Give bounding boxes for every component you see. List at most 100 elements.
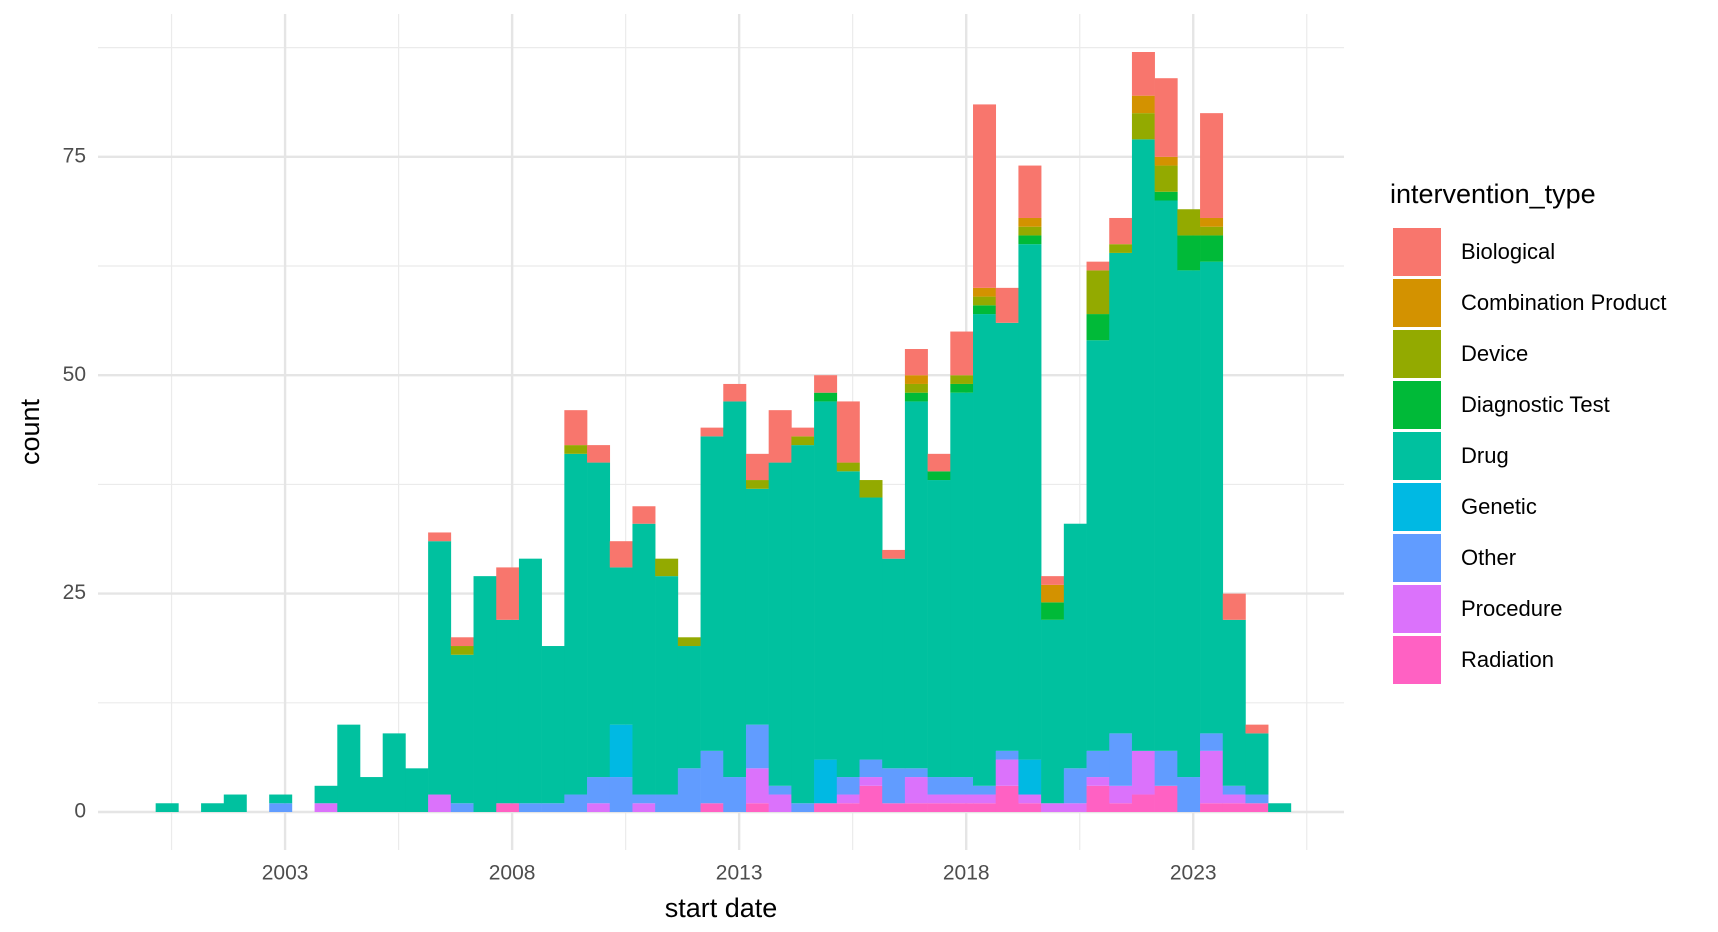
bar	[1154, 200, 1178, 751]
bar	[973, 803, 997, 812]
bar	[973, 296, 997, 306]
legend-swatch	[1393, 279, 1441, 327]
bar	[428, 532, 452, 542]
bar	[882, 803, 906, 812]
legend-label: Device	[1461, 341, 1528, 366]
x-tick-label: 2003	[262, 862, 309, 885]
bar	[518, 558, 542, 804]
bar	[428, 541, 452, 795]
bar	[677, 646, 701, 769]
x-tick-label: 2013	[716, 862, 763, 885]
bar	[1018, 759, 1042, 795]
bar	[995, 750, 1019, 760]
bar	[1109, 244, 1133, 253]
bar	[1154, 78, 1178, 157]
bar	[1041, 619, 1065, 804]
bar	[1154, 191, 1178, 201]
bar	[1177, 270, 1201, 778]
bar	[836, 401, 860, 463]
bar	[1086, 270, 1110, 315]
bar	[1131, 750, 1155, 795]
legend-title: intervention_type	[1390, 179, 1596, 209]
legend-swatch	[1393, 534, 1441, 582]
bar	[1063, 768, 1087, 804]
bar	[496, 619, 520, 804]
bar	[950, 331, 974, 376]
bar	[1200, 217, 1224, 227]
legend-swatch	[1393, 330, 1441, 378]
bar	[655, 794, 679, 812]
bar	[791, 803, 815, 812]
bar	[927, 453, 951, 472]
bar	[360, 777, 384, 812]
bar	[1200, 803, 1224, 812]
bar	[450, 654, 474, 804]
bar	[1222, 794, 1246, 804]
bar	[1200, 226, 1224, 236]
bar	[1018, 235, 1042, 245]
bar	[1177, 235, 1201, 271]
bar	[655, 558, 679, 577]
bar	[1245, 724, 1269, 734]
bar	[1109, 217, 1133, 245]
bar	[950, 392, 974, 778]
bar	[1245, 794, 1269, 804]
bar	[1245, 803, 1269, 812]
bar	[904, 803, 928, 812]
bar	[995, 759, 1019, 786]
bar	[814, 401, 838, 760]
bar	[836, 471, 860, 778]
bar	[995, 287, 1019, 323]
bar	[904, 375, 928, 384]
bar	[700, 436, 724, 751]
bar	[882, 549, 906, 559]
legend-label: Biological	[1461, 239, 1555, 264]
bar	[745, 488, 769, 725]
bar	[814, 392, 838, 402]
bar	[950, 383, 974, 393]
bar	[950, 803, 974, 812]
bar	[791, 427, 815, 437]
bar	[1200, 750, 1224, 804]
x-tick-label: 2023	[1170, 862, 1217, 885]
bar	[450, 637, 474, 647]
bar	[632, 506, 656, 524]
bar	[541, 803, 565, 812]
bar	[723, 383, 747, 402]
bar	[836, 803, 860, 812]
bar	[995, 785, 1019, 812]
bar	[1222, 785, 1246, 795]
legend-label: Drug	[1461, 443, 1509, 468]
bar	[337, 724, 361, 812]
bar	[973, 104, 997, 288]
bar	[609, 567, 633, 725]
bar	[450, 646, 474, 655]
bar	[1222, 593, 1246, 620]
bar	[927, 480, 951, 778]
bar	[859, 759, 883, 778]
y-tick-label: 25	[63, 581, 86, 604]
bar	[1268, 803, 1292, 812]
bar	[1063, 523, 1087, 769]
bar	[814, 375, 838, 393]
bar	[904, 401, 928, 769]
y-axis-title: count	[15, 398, 45, 465]
bar	[973, 305, 997, 315]
bar	[768, 794, 792, 812]
bar	[587, 462, 611, 778]
y-tick-label: 50	[63, 363, 86, 386]
bar	[882, 768, 906, 804]
bar	[836, 794, 860, 804]
bar	[609, 541, 633, 568]
bar	[745, 453, 769, 481]
bar	[836, 777, 860, 795]
bar	[995, 322, 1019, 751]
bar	[700, 803, 724, 812]
bar	[768, 462, 792, 786]
x-axis-title: start date	[665, 893, 778, 923]
bar	[1086, 777, 1110, 786]
bar	[269, 803, 293, 812]
bar	[723, 401, 747, 778]
bar	[1200, 113, 1224, 218]
bar	[587, 445, 611, 463]
